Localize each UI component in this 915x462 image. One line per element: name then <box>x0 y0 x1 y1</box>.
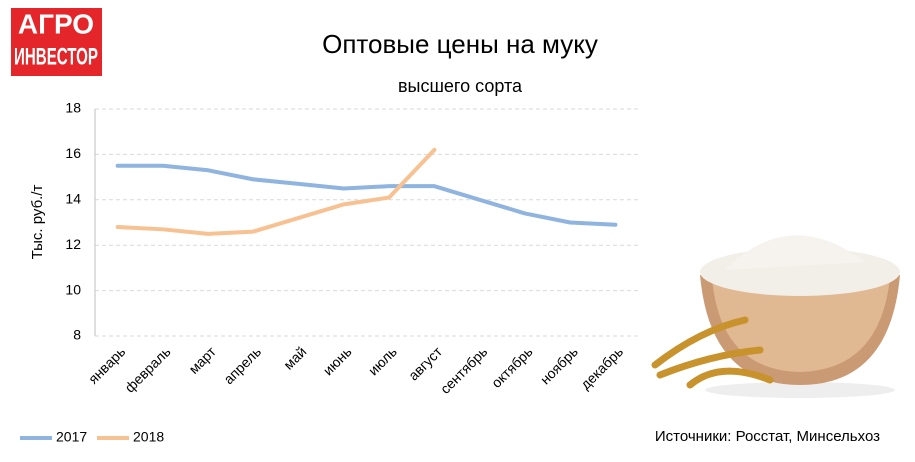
y-tick-label: 10 <box>65 281 81 297</box>
y-tick-label: 18 <box>65 100 81 116</box>
series-line <box>115 147 437 236</box>
series-line <box>115 163 618 227</box>
wheat <box>651 316 774 389</box>
logo-box <box>11 8 102 76</box>
y-tick-label: 16 <box>65 145 81 161</box>
flour-mound <box>725 235 865 270</box>
shadow <box>705 382 895 398</box>
source: Источники: Росстат, Минсельхоз <box>655 428 880 445</box>
y-axis-label: Тыс. руб./т <box>29 184 46 259</box>
y-tick-label: 8 <box>73 327 81 343</box>
flour-bowl <box>651 235 900 398</box>
legend-label: 2018 <box>133 429 164 445</box>
chart-title: Оптовые цены на муку <box>322 29 598 59</box>
logo-text: АГРО <box>18 8 94 39</box>
legend-label: 2017 <box>56 429 87 445</box>
chart-subtitle: высшего сорта <box>398 76 523 96</box>
y-tick-label: 12 <box>65 236 81 252</box>
logo-text: ИНВЕСТОР <box>14 43 98 70</box>
y-tick-label: 14 <box>65 191 81 207</box>
